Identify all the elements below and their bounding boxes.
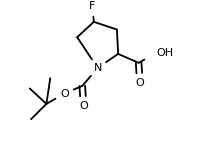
- Text: O: O: [60, 89, 68, 99]
- Text: N: N: [93, 63, 101, 73]
- Text: O: O: [135, 78, 144, 88]
- Text: F: F: [89, 1, 95, 11]
- Text: O: O: [79, 101, 87, 111]
- Text: OH: OH: [156, 48, 173, 58]
